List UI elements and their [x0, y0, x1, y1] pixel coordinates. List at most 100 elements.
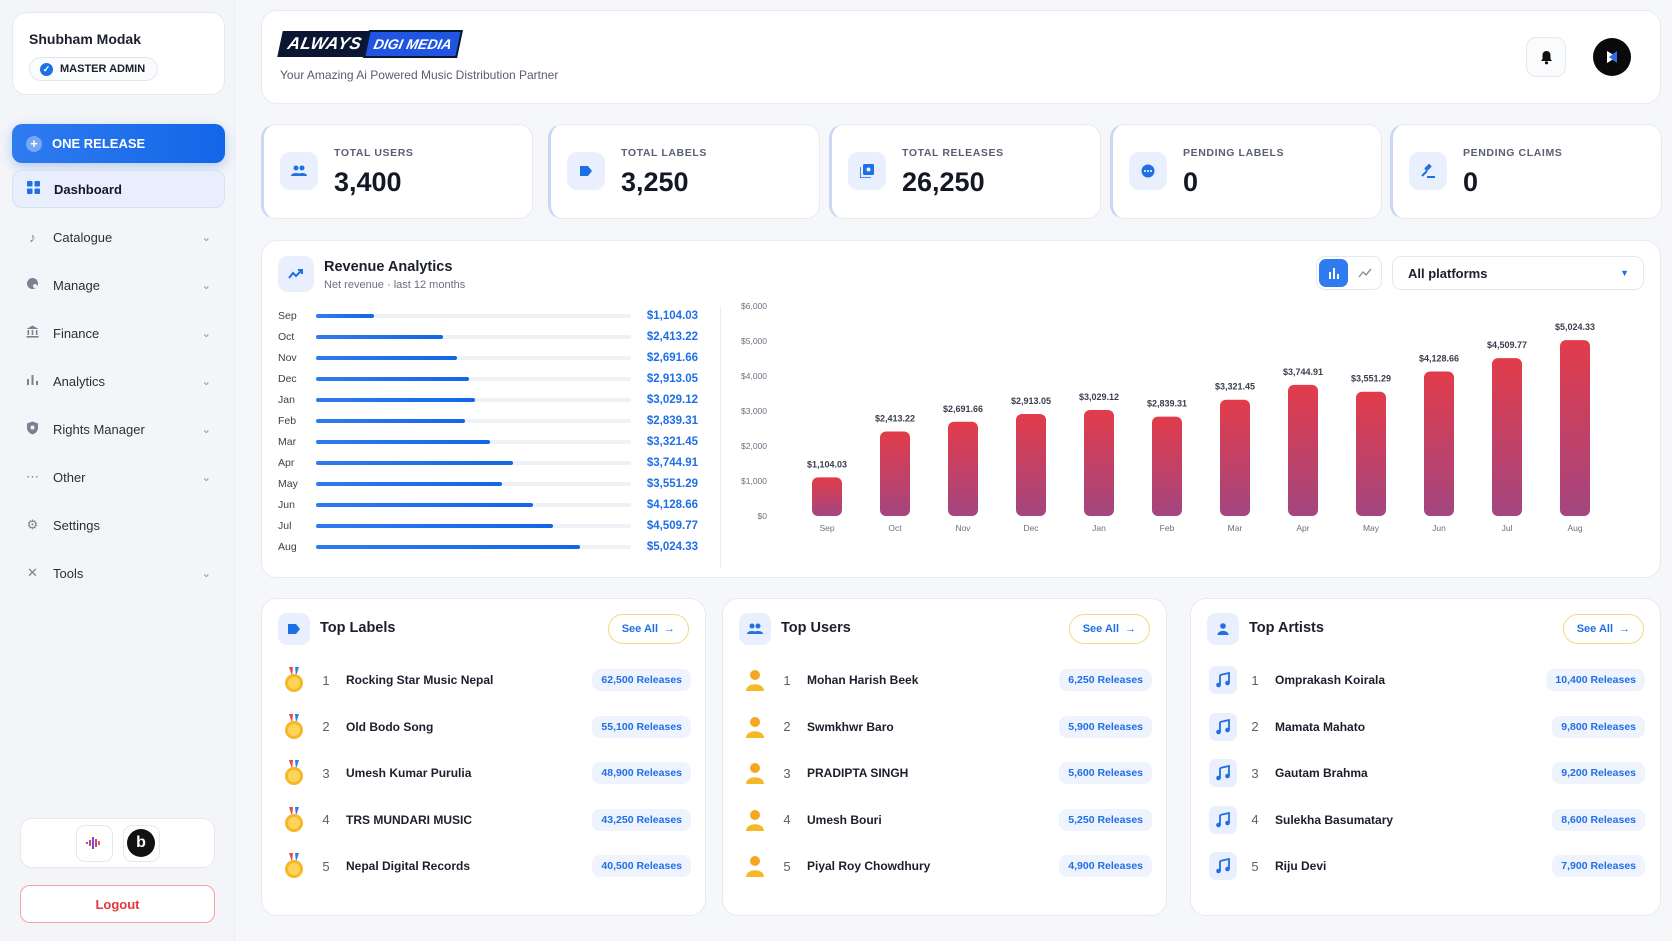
bar[interactable] — [1220, 399, 1250, 516]
person-icon — [737, 669, 773, 691]
sidebar-item-settings[interactable]: ⚙ Settings — [12, 506, 225, 544]
chevron-down-icon: ⌄ — [201, 279, 211, 292]
ranked-list-item[interactable]: 1 Rocking Star Music Nepal 62,500 Releases — [276, 661, 691, 699]
revenue-row-bar — [316, 439, 491, 444]
stat-card-total-users: TOTAL USERS 3,400 — [261, 124, 533, 219]
music-note-icon — [1205, 805, 1241, 834]
notifications-button[interactable] — [1526, 37, 1566, 77]
platform-select-value: All platforms — [1408, 265, 1488, 281]
rank-number: 1 — [322, 672, 330, 688]
one-release-button[interactable]: + ONE RELEASE — [12, 124, 225, 163]
x-tick-label: Mar — [1228, 523, 1243, 533]
bar[interactable] — [1016, 414, 1046, 516]
person-icon — [1207, 613, 1239, 645]
revenue-row: Dec $2,913.05 — [278, 368, 698, 389]
rank-number: 4 — [1251, 812, 1259, 827]
revenue-row-month: Jun — [278, 498, 295, 511]
revenue-row-track — [316, 502, 631, 507]
ranked-list-item[interactable]: 5 Nepal Digital Records 40,500 Releases — [276, 847, 691, 885]
see-all-users-button[interactable]: See All → — [1068, 614, 1150, 644]
ellipsis-icon: ⋯ — [26, 469, 39, 484]
x-tick-label: May — [1363, 523, 1380, 533]
line-view-button[interactable] — [1350, 259, 1379, 287]
rank-name: Umesh Bouri — [807, 812, 882, 827]
user-card[interactable]: Shubham Modak ✓ MASTER ADMIN — [12, 12, 225, 95]
ranked-list-item[interactable]: 5 Riju Devi 7,900 Releases — [1205, 847, 1645, 885]
revenue-row: Mar $3,321.45 — [278, 431, 698, 452]
sidebar-item-label: Finance — [53, 325, 100, 341]
bar[interactable] — [1356, 391, 1386, 516]
platform-select[interactable]: All platforms ▼ — [1392, 256, 1644, 290]
bar-value-label: $2,413.22 — [875, 414, 915, 424]
revenue-row-track — [316, 439, 631, 444]
app-b-button[interactable]: b — [122, 824, 160, 862]
rank-name: Mohan Harish Beek — [807, 673, 919, 687]
ranked-list-item[interactable]: 4 Sulekha Basumatary 8,600 Releases — [1205, 801, 1645, 839]
ranked-list-item[interactable]: 3 Umesh Kumar Purulia 48,900 Releases — [276, 754, 691, 792]
rank-name: Old Bodo Song — [346, 719, 434, 734]
x-tick-label: Sep — [819, 523, 834, 533]
ranked-list-item[interactable]: 3 PRADIPTA SINGH 5,600 Releases — [737, 754, 1152, 792]
bar-value-label: $3,321.45 — [1215, 382, 1255, 392]
bar[interactable] — [1084, 409, 1114, 516]
revenue-row-track — [316, 544, 631, 549]
ranked-list-item[interactable]: 1 Mohan Harish Beek 6,250 Releases — [737, 661, 1152, 699]
bar[interactable] — [1560, 340, 1590, 516]
bar[interactable] — [1152, 416, 1182, 516]
medal-icon — [276, 713, 312, 740]
bar-value-label: $5,024.33 — [1555, 322, 1595, 332]
ranked-list-item[interactable]: 1 Omprakash Koirala 10,400 Releases — [1205, 661, 1645, 699]
y-tick-label: $5,000 — [741, 336, 767, 346]
sidebar-item-tools[interactable]: ✕ Tools ⌄ — [12, 554, 225, 592]
sidebar-item-label: Analytics — [53, 373, 106, 389]
ranked-list-item[interactable]: 5 Piyal Roy Chowdhury 4,900 Releases — [737, 847, 1152, 885]
role-label: MASTER ADMIN — [60, 63, 146, 75]
stat-value: 0 — [1463, 167, 1479, 197]
bar-view-button[interactable] — [1319, 259, 1348, 287]
see-all-artists-button[interactable]: See All → — [1562, 614, 1644, 644]
sidebar-item-other[interactable]: ⋯ Other ⌄ — [12, 458, 225, 496]
profile-avatar[interactable] — [1593, 38, 1631, 76]
sidebar-item-finance[interactable]: Finance ⌄ — [12, 314, 225, 352]
revenue-row: Jun $4,128.66 — [278, 494, 698, 515]
y-tick-label: $3,000 — [741, 406, 767, 416]
see-all-labels-button[interactable]: See All → — [607, 614, 689, 644]
x-tick-label: Oct — [888, 523, 902, 533]
ranked-list-item[interactable]: 2 Old Bodo Song 55,100 Releases — [276, 708, 691, 746]
bar[interactable] — [812, 477, 842, 516]
sidebar-item-catalogue[interactable]: ♪ Catalogue ⌄ — [12, 218, 225, 256]
sidebar-item-rights-manager[interactable]: Rights Manager ⌄ — [12, 410, 225, 448]
bar[interactable] — [880, 431, 910, 516]
revenue-row-bar — [316, 397, 476, 402]
app-waveform-button[interactable] — [75, 824, 113, 862]
revenue-row: Apr $3,744.91 — [278, 452, 698, 473]
ranked-list-item[interactable]: 4 TRS MUNDARI MUSIC 43,250 Releases — [276, 801, 691, 839]
sidebar-item-label: Catalogue — [53, 229, 113, 245]
label-tag-icon — [278, 613, 310, 645]
revenue-row-month: Dec — [278, 372, 297, 385]
ranked-list-item[interactable]: 2 Mamata Mahato 9,800 Releases — [1205, 708, 1645, 746]
sidebar-item-dashboard[interactable]: Dashboard — [12, 170, 225, 208]
logout-button[interactable]: Logout — [20, 885, 215, 923]
rank-name: Sulekha Basumatary — [1275, 812, 1394, 827]
medal-icon — [276, 667, 312, 693]
person-icon — [737, 809, 773, 831]
bar[interactable] — [1424, 371, 1454, 516]
sidebar-item-manage[interactable]: Manage ⌄ — [12, 266, 225, 304]
revenue-row-value: $4,128.66 — [646, 498, 698, 511]
releases-count-badge: 8,600 Releases — [1552, 808, 1645, 831]
medal-icon — [276, 806, 312, 833]
bar[interactable] — [948, 421, 978, 516]
ranked-list-item[interactable]: 2 Swmkhwr Baro 5,900 Releases — [737, 708, 1152, 746]
y-tick-label: $2,000 — [741, 441, 767, 451]
ranked-list-item[interactable]: 3 Gautam Brahma 9,200 Releases — [1205, 754, 1645, 792]
sidebar-item-label: Manage — [53, 277, 100, 293]
releases-count-badge: 10,400 Releases — [1546, 669, 1645, 691]
logo-text-primary: ALWAYS — [277, 31, 371, 57]
users-icon — [280, 152, 318, 190]
ranked-list-item[interactable]: 4 Umesh Bouri 5,250 Releases — [737, 801, 1152, 839]
revenue-row-track — [316, 313, 631, 318]
sidebar-item-analytics[interactable]: Analytics ⌄ — [12, 362, 225, 400]
bar[interactable] — [1288, 384, 1318, 516]
bar[interactable] — [1492, 358, 1522, 516]
